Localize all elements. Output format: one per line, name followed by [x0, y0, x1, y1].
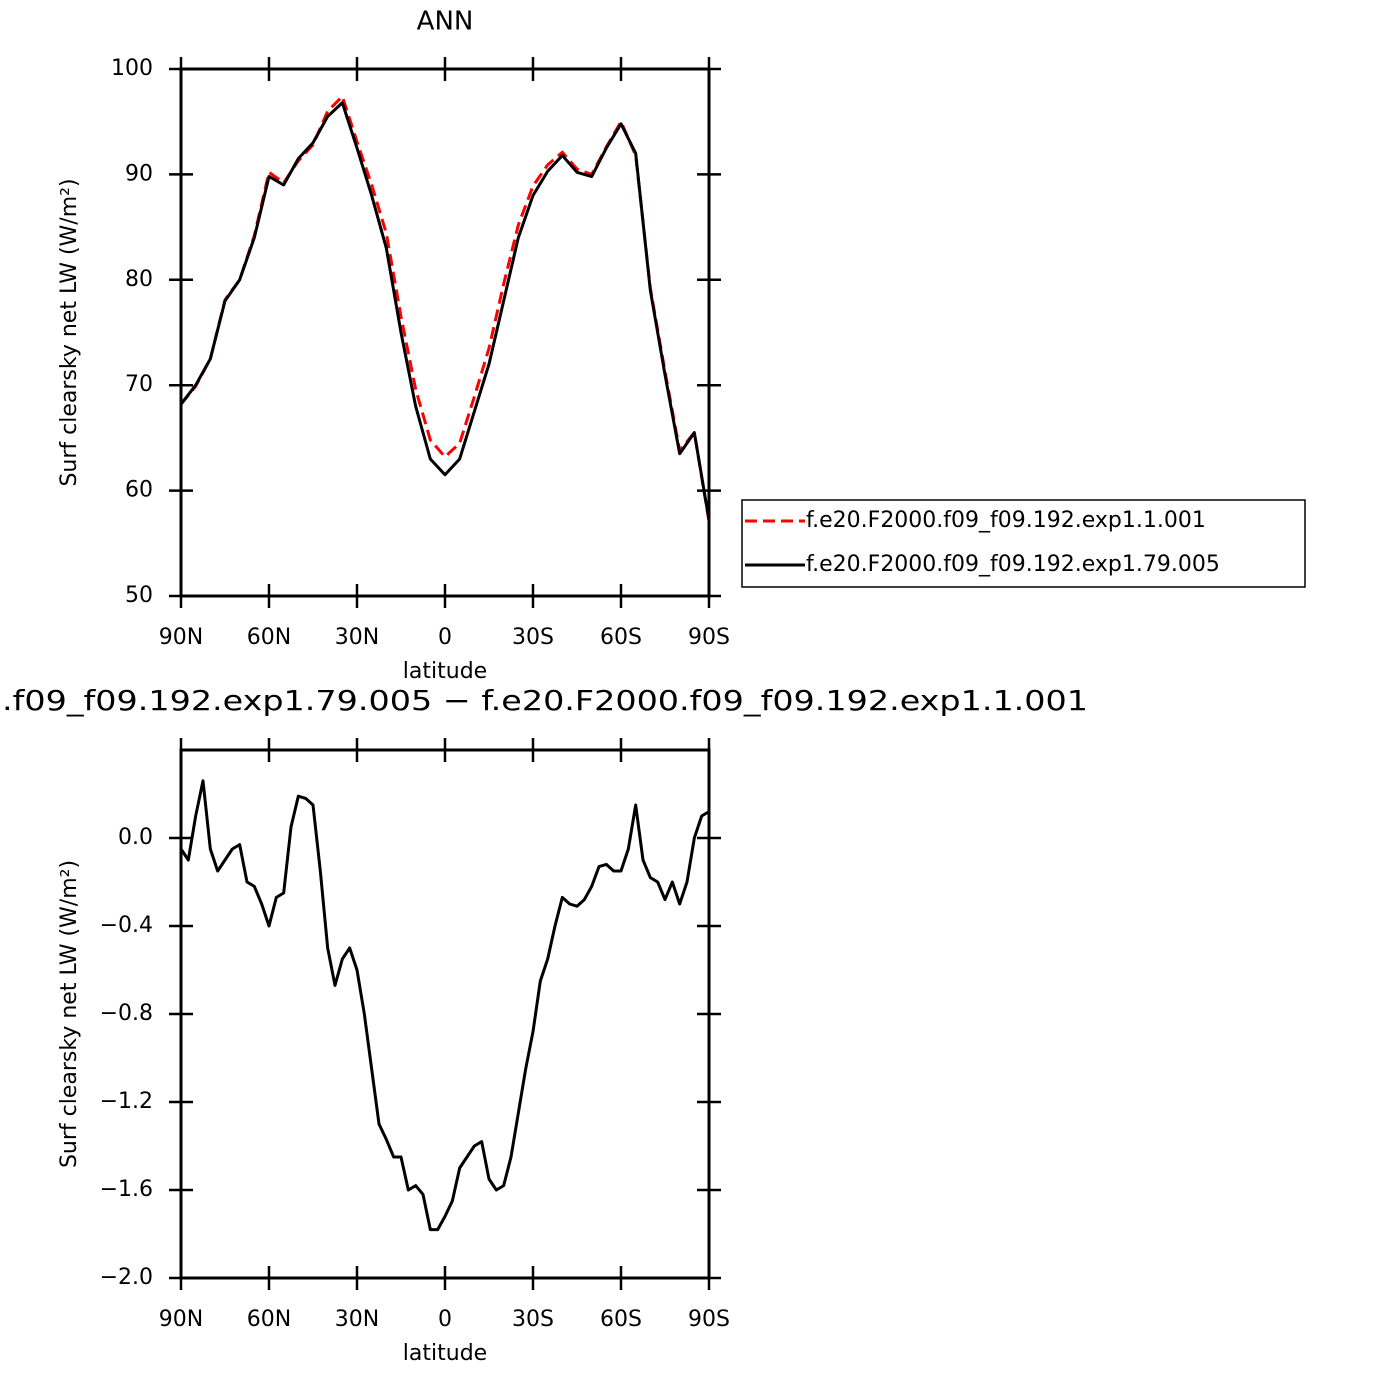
y-tick-label: −1.2: [100, 1089, 153, 1114]
chart-title: .f09_f09.192.exp1.79.005 − f.e20.F2000.f…: [2, 684, 1088, 717]
chart-title: ANN: [417, 7, 474, 37]
y-tick-label: 90: [125, 161, 153, 186]
y-tick-label: 60: [125, 478, 153, 503]
x-axis-label: latitude: [403, 1341, 487, 1366]
data-line: [179, 101, 711, 521]
y-tick-label: −0.4: [100, 913, 153, 938]
x-tick-label: 30S: [512, 625, 554, 650]
y-tick-label: 80: [125, 267, 153, 292]
x-tick-label: 60S: [600, 1307, 642, 1332]
y-axis-label: Surf clearsky net LW (W/m²): [57, 178, 82, 486]
y-tick-label: 0.0: [118, 825, 153, 850]
legend-label: f.e20.F2000.f09_f09.192.exp1.1.001: [806, 508, 1206, 533]
legend-label: f.e20.F2000.f09_f09.192.exp1.79.005: [806, 552, 1220, 577]
x-tick-label: 90S: [688, 1307, 730, 1332]
plot-frame: [179, 748, 711, 1280]
x-tick-label: 30N: [335, 1307, 379, 1332]
y-tick-label: 70: [125, 372, 153, 397]
y-tick-label: −2.0: [100, 1265, 153, 1290]
x-tick-label: 60N: [247, 625, 291, 650]
y-tick-label: −0.8: [100, 1001, 153, 1026]
y-tick-label: 50: [125, 583, 153, 608]
x-tick-label: 90N: [159, 1307, 203, 1332]
x-tick-label: 30N: [335, 625, 379, 650]
y-tick-label: −1.6: [100, 1177, 153, 1202]
x-tick-label: 90N: [159, 625, 203, 650]
x-tick-label: 90S: [688, 625, 730, 650]
plot-frame: [179, 67, 711, 598]
y-axis-label: Surf clearsky net LW (W/m²): [57, 860, 82, 1168]
x-axis-label: latitude: [403, 659, 487, 684]
data-line: [179, 779, 710, 1232]
y-tick-label: 100: [111, 56, 153, 81]
x-tick-label: 60N: [247, 1307, 291, 1332]
x-tick-label: 60S: [600, 625, 642, 650]
x-tick-label: 0: [438, 1307, 452, 1332]
data-line: [179, 94, 711, 522]
x-tick-label: 30S: [512, 1307, 554, 1332]
legend-box: [741, 499, 1306, 588]
x-tick-label: 0: [438, 625, 452, 650]
